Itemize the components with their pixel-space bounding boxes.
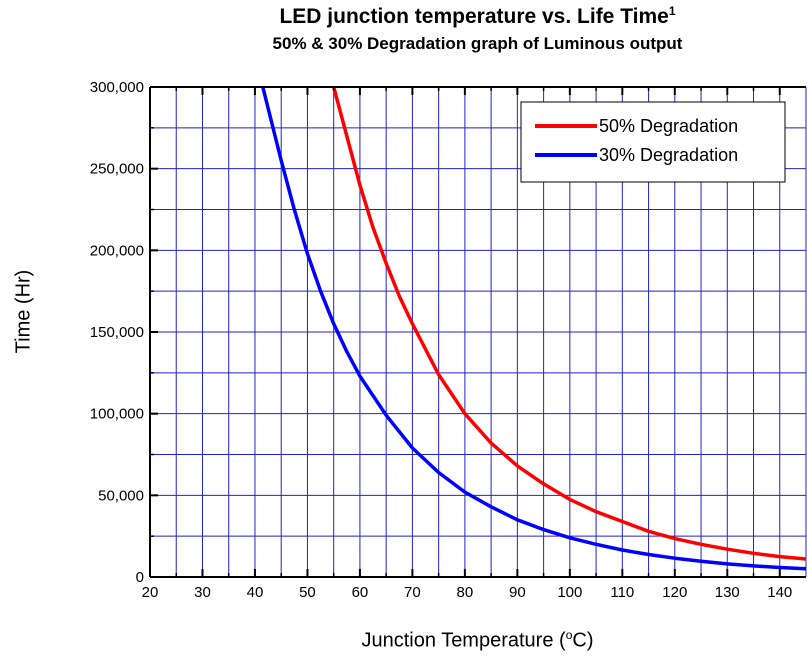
legend-box (520, 101, 786, 183)
title-superscript: 1 (668, 4, 676, 18)
y-tick-label: 0 (136, 569, 144, 586)
chart-title: LED junction temperature vs. Life Time1 (279, 4, 676, 28)
x-tick-label: 60 (352, 584, 369, 601)
x-tick-label: 100 (557, 584, 582, 601)
legend: 50% Degradation 30% Degradation (520, 101, 786, 183)
series-line-30-percent (261, 87, 806, 571)
y-tick-label: 200,000 (90, 242, 144, 259)
series-layer (261, 87, 806, 571)
axes: 20 30 40 50 60 70 80 90 100 110 120 130 140 0 50,000 10… (90, 79, 806, 601)
legend-label-50-percent: 50% Degradation (599, 116, 738, 136)
x-tick-label: 40 (247, 584, 264, 601)
y-tick-label: 50,000 (98, 487, 144, 504)
legend-label-30-percent: 30% Degradation (599, 145, 738, 165)
x-tick-label: 30 (194, 584, 211, 601)
x-tick-label: 20 (142, 584, 159, 601)
x-tick-label: 90 (509, 584, 526, 601)
x-tick-label: 80 (457, 584, 474, 601)
series-line-50-percent (332, 87, 806, 561)
x-tick-label: 140 (767, 584, 792, 601)
x-tick-label: 120 (662, 584, 687, 601)
x-axis-label: Junction Temperature (oC) (361, 628, 594, 652)
chart-subtitle: 50% & 30% Degradation graph of Luminous … (272, 34, 683, 53)
x-tick-label: 130 (715, 584, 740, 601)
x-tick-label: 50 (299, 584, 316, 601)
y-tick-label: 100,000 (90, 406, 144, 423)
y-tick-label: 250,000 (90, 161, 144, 178)
x-tick-label: 70 (404, 584, 421, 601)
x-tick-label: 110 (610, 584, 634, 601)
y-tick-label: 150,000 (90, 324, 144, 341)
x-axis-unit-superscript: o (565, 628, 573, 642)
y-tick-label: 300,000 (90, 79, 144, 96)
